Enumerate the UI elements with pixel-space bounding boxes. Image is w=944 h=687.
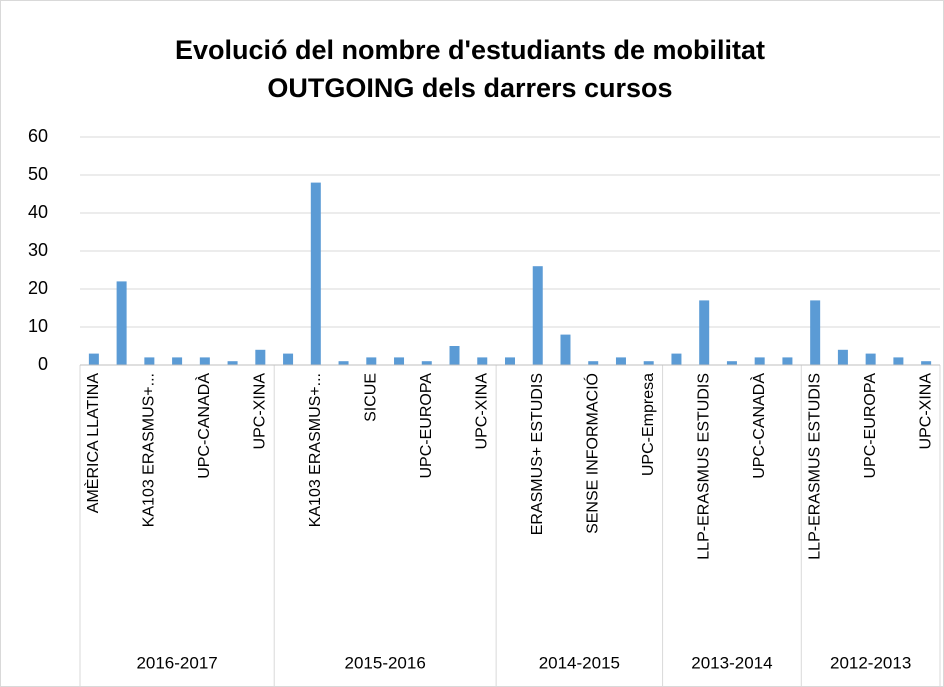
bar (199, 357, 210, 365)
bar (726, 361, 737, 365)
x-tick-label: UPC-CANADÀ (194, 373, 213, 479)
bar (643, 361, 654, 365)
x-tick-label: UPC-XINA (252, 373, 269, 450)
group-label: 2015-2016 (345, 653, 426, 672)
x-tick-label: UPC-EUROPA (862, 373, 879, 479)
chart-title: Evolució del nombre d'estudiants de mobi… (175, 35, 765, 65)
bar (782, 357, 793, 365)
bar (283, 353, 294, 365)
bar (810, 300, 821, 365)
group-label: 2013-2014 (691, 653, 772, 672)
group-label: 2016-2017 (136, 653, 217, 672)
x-tick-label: UPC-CANADÀ (749, 373, 768, 479)
bar (227, 361, 238, 365)
y-tick-label: 20 (28, 278, 48, 298)
bar (699, 300, 710, 365)
y-tick-label: 0 (38, 354, 48, 374)
bar (366, 357, 377, 365)
bar (560, 334, 571, 365)
bar (754, 357, 765, 365)
y-tick-label: 30 (28, 240, 48, 260)
group-label: 2012-2013 (830, 653, 911, 672)
bar (172, 357, 183, 365)
bar (116, 281, 127, 365)
group-label: 2014-2015 (539, 653, 620, 672)
bar (338, 361, 349, 365)
x-tick-label: UPC-EUROPA (418, 373, 435, 479)
bar (921, 361, 932, 365)
x-tick-label: KA103 ERASMUS+... (141, 373, 158, 527)
bar (615, 357, 626, 365)
y-tick-label: 50 (28, 164, 48, 184)
bar (532, 266, 543, 365)
y-tick-label: 60 (28, 126, 48, 146)
bar (893, 357, 904, 365)
bar (310, 182, 321, 365)
bar (88, 353, 99, 365)
x-tick-label: KA103 ERASMUS+... (307, 373, 324, 527)
x-tick-label: UPC-XINA (917, 373, 934, 450)
bar (449, 346, 460, 365)
x-tick-label: UPC-XINA (473, 373, 490, 450)
x-tick-label: UPC-Empresa (640, 373, 657, 476)
x-tick-label: ERASMUS+ ESTUDIS (529, 373, 546, 535)
bar (144, 357, 155, 365)
x-tick-label: LLP-ERASMUS ESTUDIS (806, 373, 823, 560)
bar (671, 353, 682, 365)
bar (421, 361, 432, 365)
y-tick-label: 10 (28, 316, 48, 336)
y-tick-label: 40 (28, 202, 48, 222)
bar (588, 361, 599, 365)
bar (837, 349, 848, 365)
x-tick-label: AMÈRICA LLATINA (83, 373, 102, 514)
x-tick-label: SICUE (363, 373, 380, 422)
bar (505, 357, 515, 365)
chart-title: OUTGOING dels darrers cursos (267, 73, 672, 103)
bar (255, 349, 266, 365)
bar (865, 353, 876, 365)
bar (394, 357, 405, 365)
bar (477, 357, 488, 365)
x-tick-label: SENSE INFORMACIÓ (582, 373, 601, 534)
x-tick-label: LLP-ERASMUS ESTUDIS (695, 373, 712, 560)
